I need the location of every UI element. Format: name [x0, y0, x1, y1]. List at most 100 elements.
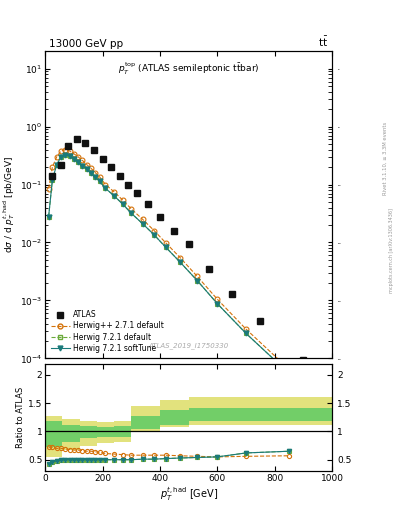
- ATLAS: [59, 162, 63, 168]
- Herwig 7.2.1 softTune: [54, 162, 59, 168]
- Herwig 7.2.1 softTune: [50, 177, 55, 183]
- Herwig 7.2.1 default: [178, 259, 182, 265]
- Herwig++ 2.7.1 default: [63, 146, 68, 153]
- Herwig 7.2.1 default: [76, 159, 81, 165]
- Herwig++ 2.7.1 default: [93, 169, 98, 176]
- ATLAS: [230, 291, 234, 297]
- Herwig 7.2.1 default: [152, 232, 156, 238]
- Herwig++ 2.7.1 default: [46, 185, 51, 191]
- ATLAS: [206, 266, 211, 272]
- Herwig 7.2.1 softTune: [76, 159, 81, 165]
- Y-axis label: Ratio to ATLAS: Ratio to ATLAS: [16, 387, 25, 448]
- Herwig++ 2.7.1 default: [72, 151, 76, 157]
- Herwig 7.2.1 default: [97, 178, 102, 184]
- Herwig 7.2.1 default: [129, 210, 134, 216]
- Text: $p_T^{\rm{top}}$ (ATLAS semileptonic t$\bar{\rm{t}}$bar): $p_T^{\rm{top}}$ (ATLAS semileptonic t$\…: [118, 60, 259, 77]
- Herwig++ 2.7.1 default: [215, 296, 220, 302]
- Herwig 7.2.1 default: [89, 170, 94, 176]
- ATLAS: [135, 190, 140, 196]
- Herwig++ 2.7.1 default: [80, 157, 85, 163]
- Herwig 7.2.1 default: [46, 214, 51, 220]
- Herwig++ 2.7.1 default: [163, 240, 168, 246]
- Herwig 7.2.1 softTune: [103, 185, 108, 191]
- Herwig 7.2.1 default: [50, 177, 55, 183]
- Herwig++ 2.7.1 default: [59, 148, 63, 154]
- ATLAS: [118, 173, 122, 179]
- Herwig 7.2.1 default: [140, 221, 145, 227]
- Herwig 7.2.1 default: [84, 166, 89, 173]
- Herwig 7.2.1 softTune: [46, 214, 51, 220]
- Herwig++ 2.7.1 default: [152, 228, 156, 234]
- ATLAS: [92, 146, 96, 153]
- Herwig 7.2.1 softTune: [178, 259, 182, 265]
- Herwig++ 2.7.1 default: [97, 174, 102, 180]
- Herwig++ 2.7.1 default: [287, 366, 292, 372]
- Line: Herwig 7.2.1 softTune: Herwig 7.2.1 softTune: [46, 153, 292, 376]
- Herwig 7.2.1 softTune: [152, 232, 156, 238]
- Herwig 7.2.1 default: [72, 156, 76, 162]
- Herwig++ 2.7.1 default: [84, 162, 89, 168]
- Herwig 7.2.1 softTune: [112, 193, 116, 199]
- ATLAS: [301, 357, 306, 363]
- ATLAS: [172, 228, 176, 234]
- Herwig++ 2.7.1 default: [103, 181, 108, 187]
- Herwig++ 2.7.1 default: [67, 148, 72, 154]
- Herwig 7.2.1 default: [63, 152, 68, 158]
- Herwig 7.2.1 default: [80, 162, 85, 168]
- Herwig 7.2.1 softTune: [97, 178, 102, 184]
- ATLAS: [100, 156, 105, 162]
- Herwig 7.2.1 softTune: [59, 154, 63, 160]
- Herwig++ 2.7.1 default: [76, 154, 81, 160]
- Herwig 7.2.1 softTune: [215, 301, 220, 307]
- Text: t$\bar{\rm{t}}$: t$\bar{\rm{t}}$: [318, 34, 328, 49]
- Herwig++ 2.7.1 default: [140, 217, 145, 223]
- Text: ATLAS_2019_I1750330: ATLAS_2019_I1750330: [149, 343, 229, 349]
- Text: mcplots.cern.ch [arXiv:1306.3436]: mcplots.cern.ch [arXiv:1306.3436]: [389, 208, 393, 293]
- Herwig 7.2.1 default: [163, 244, 168, 250]
- Herwig++ 2.7.1 default: [89, 165, 94, 172]
- Herwig 7.2.1 default: [287, 370, 292, 376]
- Herwig 7.2.1 default: [59, 154, 63, 160]
- Text: 13000 GeV pp: 13000 GeV pp: [49, 38, 123, 49]
- ATLAS: [66, 143, 70, 149]
- Herwig++ 2.7.1 default: [244, 326, 248, 332]
- Legend: ATLAS, Herwig++ 2.7.1 default, Herwig 7.2.1 default, Herwig 7.2.1 softTune: ATLAS, Herwig++ 2.7.1 default, Herwig 7.…: [49, 309, 165, 355]
- ATLAS: [158, 214, 162, 220]
- Herwig 7.2.1 softTune: [195, 278, 200, 284]
- Herwig 7.2.1 softTune: [129, 210, 134, 216]
- Herwig 7.2.1 softTune: [67, 153, 72, 159]
- ATLAS: [126, 181, 131, 187]
- ATLAS: [109, 164, 114, 170]
- Herwig 7.2.1 softTune: [140, 221, 145, 227]
- Herwig 7.2.1 default: [215, 301, 220, 307]
- Herwig++ 2.7.1 default: [112, 189, 116, 195]
- Herwig 7.2.1 softTune: [120, 201, 125, 207]
- Herwig 7.2.1 softTune: [84, 166, 89, 173]
- Text: Rivet 3.1.10, ≥ 3.3M events: Rivet 3.1.10, ≥ 3.3M events: [383, 122, 388, 196]
- Herwig 7.2.1 default: [195, 278, 200, 284]
- Herwig 7.2.1 default: [93, 174, 98, 180]
- Herwig++ 2.7.1 default: [120, 197, 125, 203]
- Herwig 7.2.1 softTune: [163, 244, 168, 250]
- ATLAS: [50, 173, 55, 179]
- Herwig 7.2.1 default: [244, 330, 248, 336]
- ATLAS: [74, 136, 79, 142]
- Herwig 7.2.1 softTune: [63, 152, 68, 158]
- Herwig 7.2.1 default: [103, 185, 108, 191]
- ATLAS: [258, 317, 263, 324]
- Herwig 7.2.1 default: [120, 201, 125, 207]
- Herwig 7.2.1 softTune: [80, 162, 85, 168]
- Line: Herwig 7.2.1 default: Herwig 7.2.1 default: [46, 153, 292, 376]
- Line: Herwig++ 2.7.1 default: Herwig++ 2.7.1 default: [46, 147, 292, 372]
- Herwig 7.2.1 default: [54, 162, 59, 168]
- Herwig 7.2.1 softTune: [244, 330, 248, 336]
- ATLAS: [186, 241, 191, 247]
- Herwig++ 2.7.1 default: [50, 164, 55, 170]
- X-axis label: $p_T^{t,\rm{had}}$ [GeV]: $p_T^{t,\rm{had}}$ [GeV]: [160, 485, 218, 503]
- Herwig 7.2.1 softTune: [93, 174, 98, 180]
- Y-axis label: d$\sigma$ / d $p_T^{t,\rm{had}}$ [pb/GeV]: d$\sigma$ / d $p_T^{t,\rm{had}}$ [pb/GeV…: [2, 156, 17, 253]
- Herwig 7.2.1 softTune: [72, 156, 76, 162]
- Herwig++ 2.7.1 default: [129, 206, 134, 212]
- Herwig++ 2.7.1 default: [54, 154, 59, 160]
- Herwig 7.2.1 default: [112, 193, 116, 199]
